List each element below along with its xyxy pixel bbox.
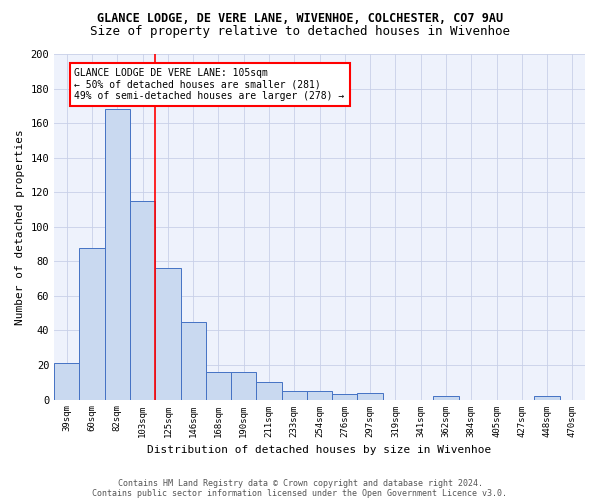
Bar	[332, 394, 358, 400]
Bar	[358, 392, 383, 400]
Text: Contains HM Land Registry data © Crown copyright and database right 2024.: Contains HM Land Registry data © Crown c…	[118, 478, 482, 488]
Y-axis label: Number of detached properties: Number of detached properties	[15, 129, 25, 324]
Bar	[231, 372, 256, 400]
Bar	[206, 372, 231, 400]
Bar	[307, 391, 332, 400]
Bar	[433, 396, 458, 400]
Bar	[181, 322, 206, 400]
Bar	[155, 268, 181, 400]
Bar	[79, 248, 105, 400]
Bar	[105, 110, 130, 400]
X-axis label: Distribution of detached houses by size in Wivenhoe: Distribution of detached houses by size …	[148, 445, 492, 455]
Bar	[281, 391, 307, 400]
Text: Size of property relative to detached houses in Wivenhoe: Size of property relative to detached ho…	[90, 25, 510, 38]
Text: GLANCE LODGE, DE VERE LANE, WIVENHOE, COLCHESTER, CO7 9AU: GLANCE LODGE, DE VERE LANE, WIVENHOE, CO…	[97, 12, 503, 26]
Text: GLANCE LODGE DE VERE LANE: 105sqm
← 50% of detached houses are smaller (281)
49%: GLANCE LODGE DE VERE LANE: 105sqm ← 50% …	[74, 68, 344, 101]
Text: Contains public sector information licensed under the Open Government Licence v3: Contains public sector information licen…	[92, 488, 508, 498]
Bar	[535, 396, 560, 400]
Bar	[256, 382, 281, 400]
Bar	[130, 201, 155, 400]
Bar	[54, 364, 79, 400]
